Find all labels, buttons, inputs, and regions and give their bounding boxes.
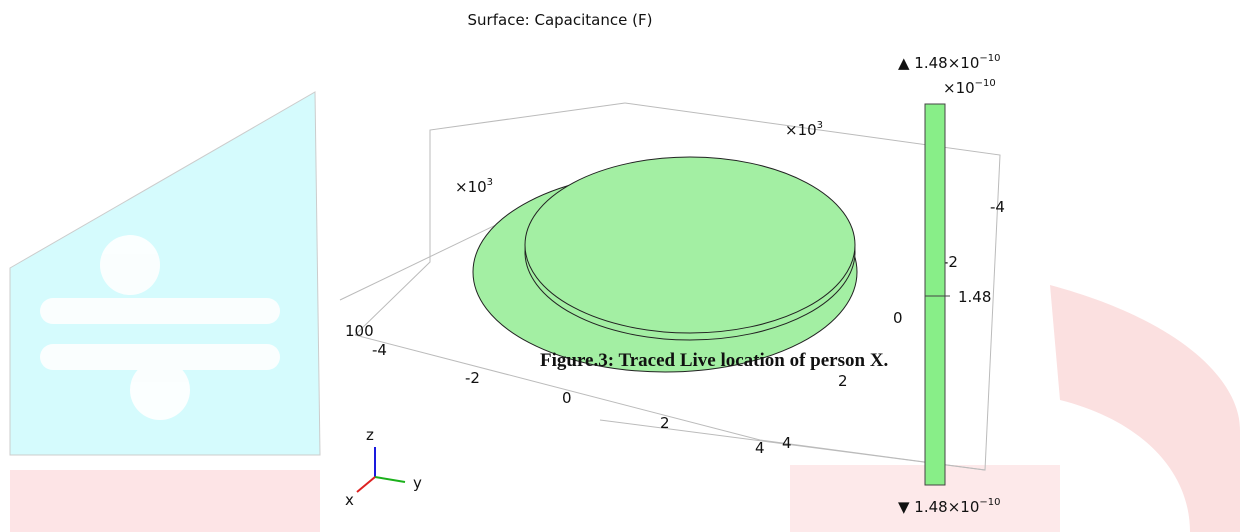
screenshot: Surface: Capacitance (F) ×103 ×103 100 -… [0,0,1247,532]
colorbar [925,104,945,485]
colorbar-tick-label: 1.48 [958,288,991,306]
x-tick-label: -4 [372,341,387,359]
z-tick: 100 [345,322,374,340]
y-multiplier: ×103 [785,120,823,139]
inner-plate-top [525,157,855,333]
x-tick-label: -2 [465,369,480,387]
triad-z: z [366,426,374,444]
y-tick-label: -4 [990,198,1005,216]
x-tick-label: 2 [660,414,670,432]
colorbar-max: ▲ 1.48×10−10 [898,53,1000,72]
axis-triad: z y x [345,426,422,509]
plot-title: Surface: Capacitance (F) [468,11,653,29]
x-multiplier: ×103 [455,177,493,196]
caption: Figure.3: Traced Live location of person… [540,350,888,371]
triad-x: x [345,491,354,509]
colorbar-multiplier: ×10−10 [943,78,996,97]
x-tick-label: 0 [562,389,572,407]
x-tick-label: 4 [755,439,765,457]
y-tick-label: 2 [838,372,848,390]
y-tick-label: 4 [782,434,792,452]
y-tick-label: 0 [893,309,903,327]
triad-y: y [413,474,422,492]
